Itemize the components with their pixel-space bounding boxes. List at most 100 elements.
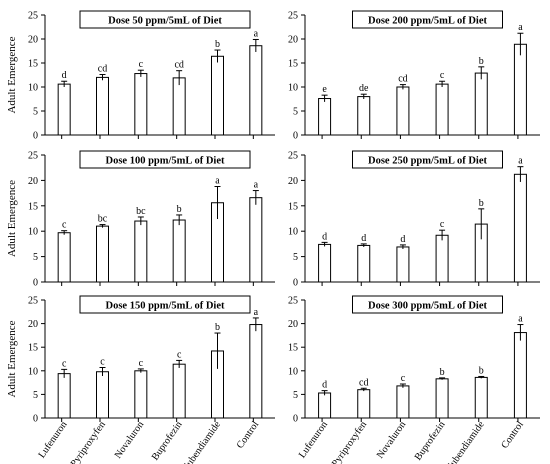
y-tick-label: 15 (28, 201, 38, 212)
significance-letter: d (361, 233, 366, 244)
y-tick-label: 5 (293, 107, 298, 118)
bar (435, 378, 449, 419)
y-tick-label: 5 (33, 252, 38, 263)
significance-letter: cd (359, 377, 368, 388)
bar (57, 232, 71, 283)
significance-letter: b (479, 198, 484, 209)
x-category-label: Control (499, 419, 526, 451)
bar (357, 96, 371, 136)
bar (172, 363, 186, 419)
y-tick-label: 15 (28, 59, 38, 70)
significance-letter: c (62, 220, 67, 231)
bar (513, 173, 527, 283)
x-category-label: Lufenuron (36, 419, 69, 460)
y-tick-label: 0 (33, 278, 38, 289)
y-tick-label: 15 (288, 201, 298, 212)
bar (96, 371, 109, 419)
significance-letter: b (479, 56, 484, 67)
y-axis-label: Adult Emergence (6, 320, 18, 397)
bar (435, 234, 449, 283)
title-box (79, 10, 251, 29)
y-tick-label: 10 (288, 366, 298, 377)
y-tick-label: 25 (28, 11, 38, 22)
bar (172, 219, 186, 283)
significance-letter: c (440, 70, 445, 81)
chart-title: Dose 50 ppm/5mL of Diet (108, 16, 222, 27)
y-tick-label: 25 (28, 296, 38, 307)
significance-letter: e (322, 84, 327, 95)
bar (249, 197, 263, 283)
x-category-label: Control (235, 419, 262, 451)
significance-letter: a (518, 22, 523, 33)
bar (134, 73, 148, 136)
significance-letter: b (479, 365, 484, 376)
significance-letter: a (518, 156, 523, 167)
y-tick-label: 15 (288, 59, 298, 70)
bar (249, 324, 263, 419)
significance-letter: c (139, 59, 144, 70)
bar (474, 72, 488, 136)
significance-letter: c (440, 219, 445, 230)
significance-letter: a (254, 180, 259, 191)
significance-letter: cd (98, 64, 107, 75)
significance-letter: d (400, 234, 405, 245)
y-tick-label: 20 (28, 176, 38, 187)
chart-panel: 0 5 10 15 20 25 Adult Emergence c c c c b a Lufenuron… (6, 295, 275, 464)
y-tick-label: 0 (33, 414, 38, 425)
y-tick-label: 15 (28, 343, 38, 354)
chart-title: Dose 100 ppm/5mL of Diet (106, 156, 226, 167)
significance-letter: d (62, 70, 67, 81)
significance-letter: d (322, 231, 327, 242)
x-category-label: Novaluron (375, 419, 409, 460)
bar (318, 243, 332, 283)
x-category-label: Novaluron (113, 419, 147, 460)
bar (172, 77, 186, 136)
significance-letter: b (215, 39, 220, 50)
y-tick-label: 10 (28, 83, 38, 94)
bar (357, 389, 371, 419)
significance-letter: c (139, 358, 144, 369)
significance-letter: d (322, 380, 327, 391)
y-tick-label: 20 (28, 35, 38, 46)
significance-letter: a (518, 314, 523, 325)
y-tick-label: 20 (288, 35, 298, 46)
y-tick-label: 10 (28, 227, 38, 238)
bar (96, 225, 109, 283)
significance-letter: c (177, 349, 182, 360)
bar (134, 220, 148, 283)
significance-letter: a (254, 28, 259, 39)
y-tick-label: 0 (293, 131, 298, 142)
significance-letter: a (254, 307, 259, 318)
x-category-label: Flubendiamide (443, 419, 487, 464)
significance-letter: c (401, 373, 406, 384)
y-tick-label: 5 (33, 107, 38, 118)
bar (134, 370, 148, 419)
significance-letter: b (177, 204, 182, 215)
bar (396, 246, 410, 283)
bar (96, 76, 109, 136)
y-tick-label: 25 (288, 296, 298, 307)
y-tick-label: 25 (28, 151, 38, 162)
y-tick-label: 5 (293, 390, 298, 401)
significance-letter: bc (98, 214, 108, 225)
chart-panel: 0 5 10 15 20 25 Adult Emergence c bc bc b a a Dose 10… (6, 150, 275, 289)
bar (249, 45, 263, 136)
chart-title: Dose 300 ppm/5mL of Diet (368, 301, 488, 312)
y-tick-label: 5 (33, 390, 38, 401)
x-category-label: Pyriproxyfen (330, 419, 369, 464)
significance-letter: cd (398, 74, 407, 85)
bar (474, 376, 488, 419)
chart-panel: 0 5 10 15 20 25 d cd c b b a Lufenuron Pyriproxyfen No… (288, 295, 540, 464)
bar (435, 83, 449, 136)
significance-letter: bc (136, 206, 146, 217)
title-box (79, 150, 251, 169)
chart-panel: 0 5 10 15 20 25 e de cd c b a Dose 200 ppm/5mL of Di… (288, 10, 540, 142)
y-tick-label: 0 (293, 278, 298, 289)
y-tick-label: 25 (288, 11, 298, 22)
bar (318, 392, 332, 419)
y-tick-label: 20 (288, 176, 298, 187)
bar (57, 83, 71, 136)
y-tick-label: 20 (288, 319, 298, 330)
bar (396, 86, 410, 136)
